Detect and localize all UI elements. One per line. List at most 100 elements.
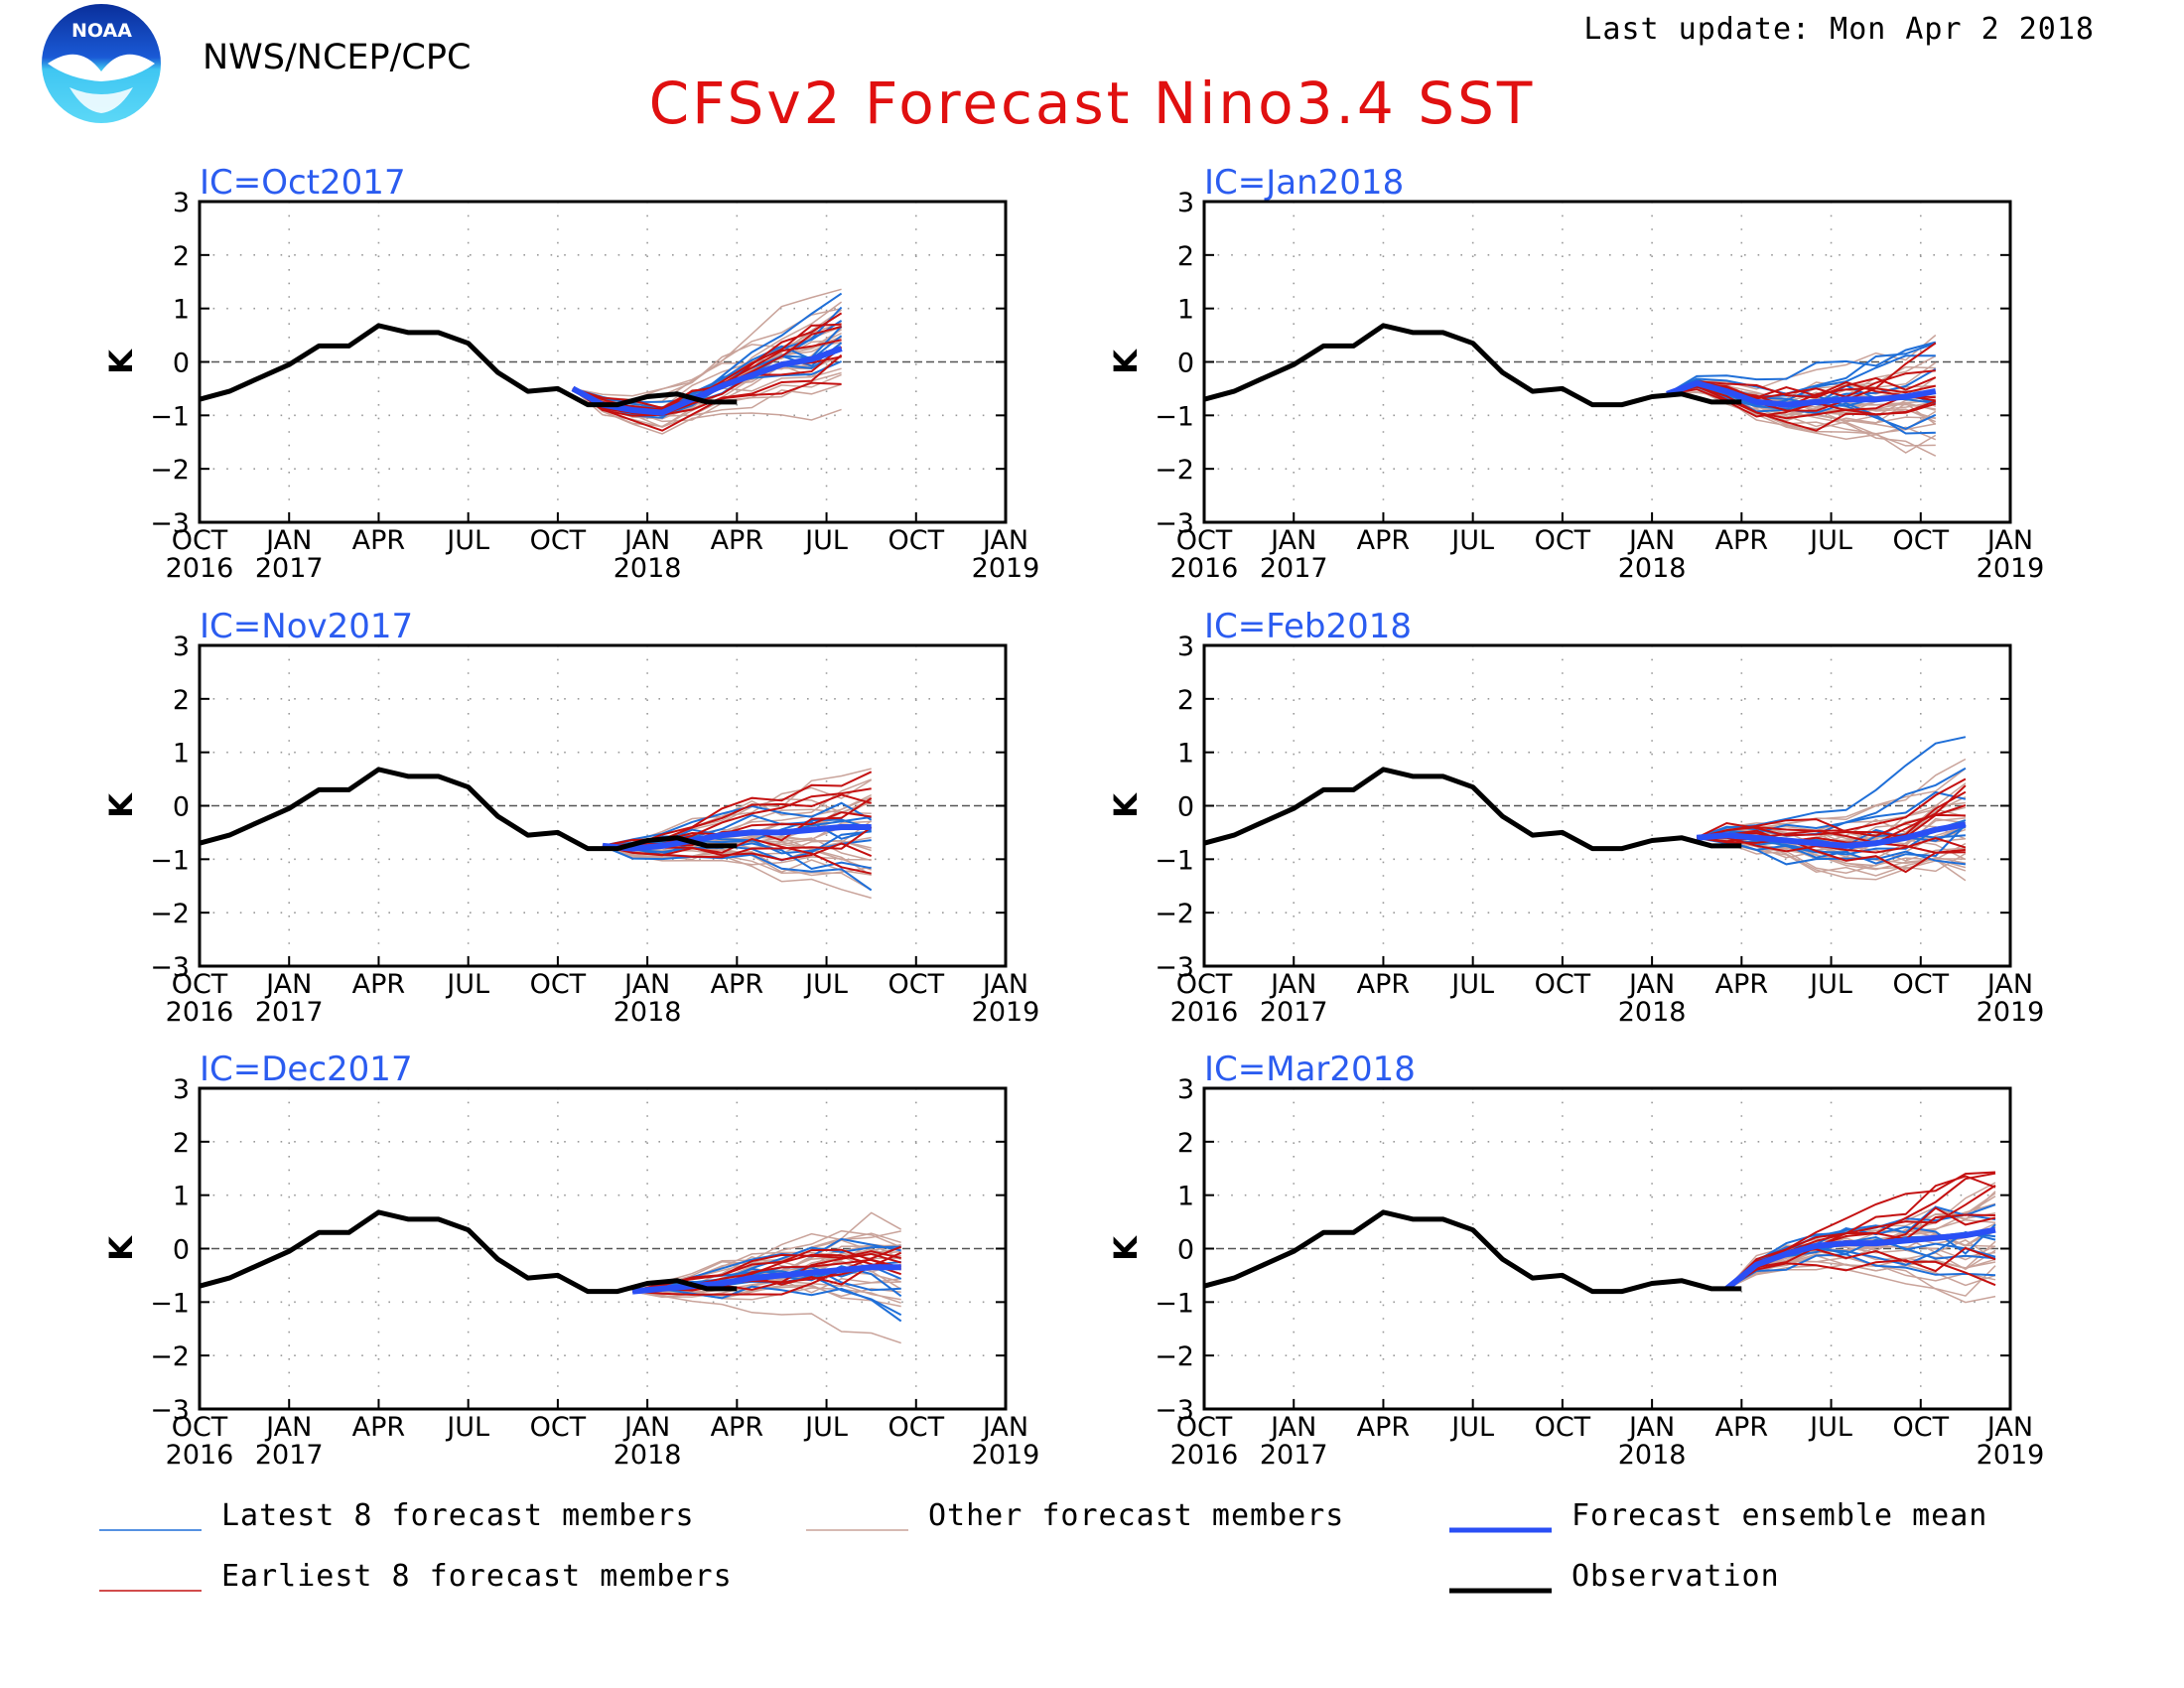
- y-tick-label: −2: [150, 455, 190, 486]
- earliest-member-line: [1725, 1172, 1996, 1290]
- x-tick-label: JAN: [1627, 969, 1675, 1000]
- x-tick-label: JUL: [445, 525, 489, 556]
- x-tick-label: OCT: [172, 1412, 228, 1443]
- y-tick-label: 1: [173, 295, 190, 326]
- earliest-member-line: [572, 381, 842, 432]
- x-tick-year-label: 2017: [255, 1440, 324, 1471]
- x-tick-label: JUL: [803, 1412, 848, 1443]
- x-tick-label: APR: [1715, 1412, 1769, 1443]
- x-tick-year-label: 2017: [255, 997, 324, 1028]
- x-tick-label: JAN: [1627, 1412, 1675, 1443]
- legend: Latest 8 forecast members Other forecast …: [99, 1498, 1987, 1594]
- x-tick-label: APR: [1357, 525, 1411, 556]
- plot-frame: [198, 200, 1008, 524]
- observation-line: [199, 323, 738, 408]
- plot-frame: [198, 643, 1008, 968]
- y-tick-label: 3: [173, 188, 190, 218]
- y-tick-label: 0: [173, 349, 190, 379]
- noaa-logo-text: NOAA: [71, 20, 132, 42]
- other-member-line: [1697, 768, 1967, 839]
- earliest-member-line: [602, 787, 872, 847]
- y-tick-label: −1: [150, 845, 190, 876]
- y-axis-label: K: [1107, 1235, 1145, 1261]
- x-tick-label: JUL: [1449, 969, 1494, 1000]
- y-tick-label: 0: [1177, 349, 1194, 379]
- y-tick-label: −2: [1155, 455, 1194, 486]
- x-tick-year-label: 2019: [1977, 1440, 2045, 1471]
- x-tick-year-label: 2016: [166, 997, 234, 1028]
- ensemble-mean-line: [1696, 821, 1967, 849]
- x-tick-year-label: 2017: [1260, 553, 1328, 584]
- latest-member-line: [1725, 1253, 1996, 1290]
- x-tick-label: OCT: [172, 525, 228, 556]
- x-tick-label: JAN: [264, 525, 312, 556]
- ensemble-mean-line: [1666, 380, 1937, 408]
- ic-label: IC=Dec2017: [200, 1050, 413, 1089]
- y-tick-label: −1: [150, 401, 190, 432]
- x-tick-label: OCT: [1176, 1412, 1233, 1443]
- x-tick-label: APR: [1357, 969, 1411, 1000]
- y-tick-label: 1: [173, 739, 190, 770]
- y-tick-label: 2: [1177, 685, 1194, 716]
- observation-line: [199, 767, 738, 852]
- y-axis-label: K: [102, 792, 140, 818]
- y-tick-label: −2: [150, 899, 190, 929]
- x-tick-year-label: 2017: [1260, 1440, 1328, 1471]
- x-tick-label: JUL: [1449, 525, 1494, 556]
- y-tick-label: 2: [1177, 1128, 1194, 1159]
- x-tick-label: JAN: [1269, 1412, 1316, 1443]
- y-tick-label: −1: [150, 1288, 190, 1319]
- y-tick-label: 1: [1177, 295, 1194, 326]
- forecast-members: [1725, 1171, 1996, 1304]
- earliest-member-line: [602, 826, 873, 859]
- y-tick-label: −1: [1155, 1288, 1194, 1319]
- latest-member-line: [1666, 342, 1937, 395]
- y-tick-label: 3: [1177, 188, 1194, 218]
- earliest-member-line: [632, 1245, 902, 1296]
- other-member-line: [1725, 1263, 1996, 1290]
- x-tick-year-label: 2018: [1618, 553, 1687, 584]
- y-tick-label: −3: [1155, 508, 1194, 539]
- legend-label-earliest: Earliest 8 forecast members: [221, 1559, 733, 1594]
- legend-label-mean: Forecast ensemble mean: [1571, 1498, 1987, 1533]
- x-tick-label: OCT: [887, 1412, 944, 1443]
- earliest-member-line: [1725, 1246, 1996, 1290]
- x-tick-label: APR: [711, 525, 764, 556]
- x-tick-label: JAN: [264, 1412, 312, 1443]
- x-tick-label: JAN: [1627, 525, 1675, 556]
- x-tick-label: OCT: [1176, 969, 1233, 1000]
- latest-member-line: [602, 801, 873, 847]
- x-tick-label: OCT: [1892, 525, 1949, 556]
- x-tick-year-label: 2016: [1170, 553, 1239, 584]
- other-member-line: [1666, 388, 1936, 447]
- x-tick-label: OCT: [530, 1412, 587, 1443]
- x-tick-label: JAN: [981, 969, 1028, 1000]
- x-tick-year-label: 2019: [972, 1440, 1040, 1471]
- y-tick-label: −1: [1155, 845, 1194, 876]
- x-tick-year-label: 2017: [1260, 997, 1328, 1028]
- x-tick-label: APR: [1715, 969, 1769, 1000]
- x-tick-label: OCT: [1535, 525, 1591, 556]
- x-tick-label: JAN: [981, 1412, 1028, 1443]
- y-tick-label: −2: [1155, 1341, 1194, 1372]
- x-tick-label: JUL: [803, 969, 848, 1000]
- x-tick-label: APR: [711, 969, 764, 1000]
- y-tick-label: 3: [1177, 1074, 1194, 1105]
- x-tick-label: OCT: [530, 969, 587, 1000]
- x-tick-label: JAN: [981, 525, 1028, 556]
- x-tick-label: OCT: [1892, 969, 1949, 1000]
- y-tick-label: 1: [1177, 739, 1194, 770]
- y-tick-label: 3: [173, 632, 190, 662]
- x-tick-label: JAN: [622, 1412, 670, 1443]
- y-tick-label: 0: [173, 1235, 190, 1266]
- noaa-logo: NOAA: [40, 2, 164, 126]
- y-tick-label: 3: [173, 1074, 190, 1105]
- y-tick-label: 2: [173, 241, 190, 272]
- latest-member-line: [632, 1285, 902, 1323]
- x-tick-label: JUL: [1808, 525, 1852, 556]
- other-member-line: [1666, 334, 1937, 395]
- x-tick-year-label: 2018: [1618, 997, 1687, 1028]
- y-tick-label: 0: [1177, 792, 1194, 823]
